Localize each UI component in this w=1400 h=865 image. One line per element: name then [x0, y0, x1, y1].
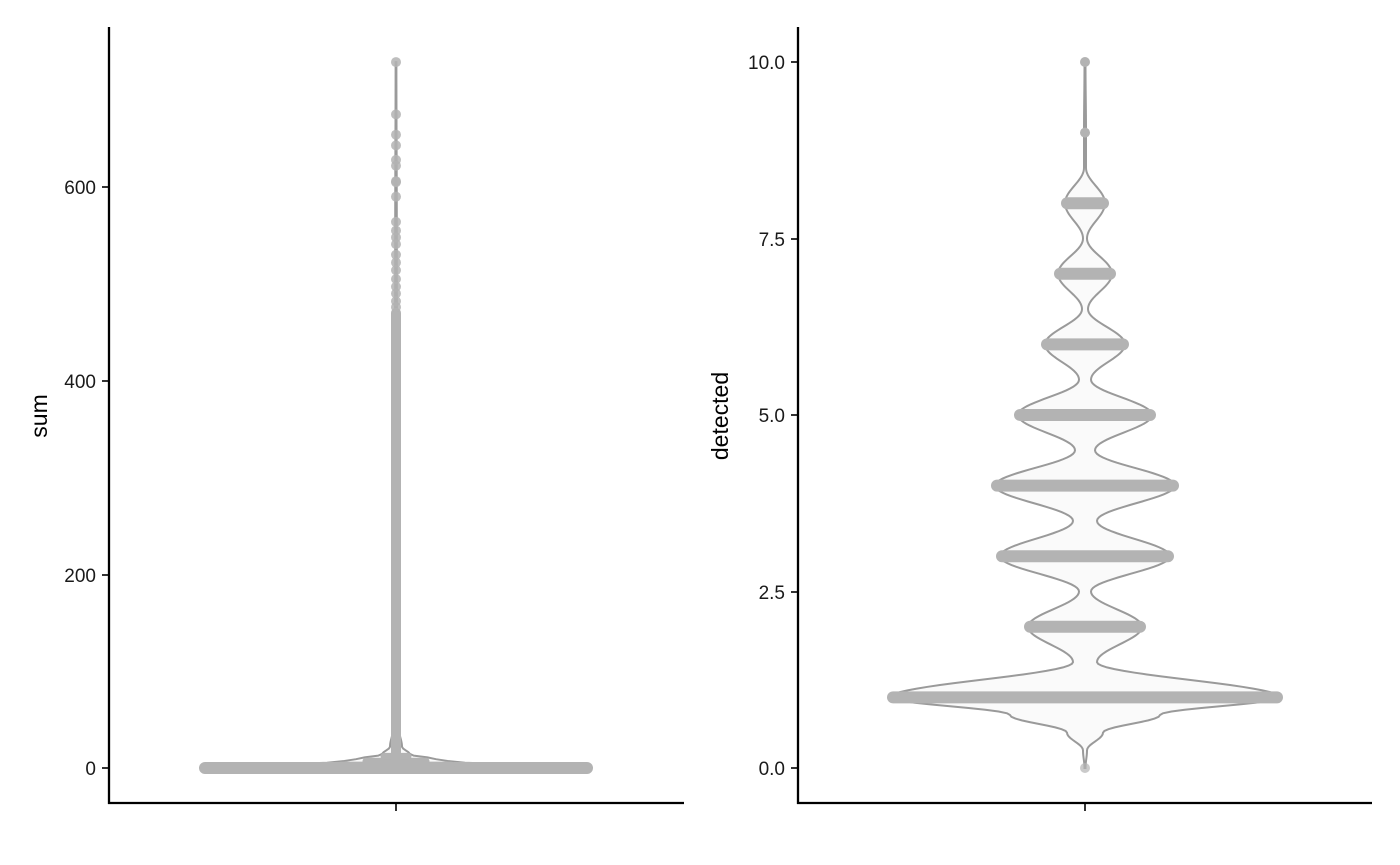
data-point	[391, 257, 401, 268]
y-axis-title-sum: sum	[26, 394, 52, 437]
data-point	[391, 109, 401, 120]
data-point	[391, 140, 401, 151]
y-tick-label: 2.5	[759, 583, 785, 604]
y-tick-label: 600	[64, 178, 96, 199]
y-tick-label: 0	[85, 759, 96, 780]
panel-detected: detected 0.0 2.5 5.0 7.5 10.0	[707, 27, 1372, 811]
data-point	[391, 216, 401, 227]
data-point	[391, 249, 401, 260]
y-tick-label: 5.0	[759, 406, 785, 427]
y-tick-marks-sum	[102, 186, 109, 769]
data-point	[391, 177, 401, 188]
y-tick-label: 200	[64, 566, 96, 587]
y-tick-labels-detected: 0.0 2.5 5.0 7.5 10.0	[748, 53, 785, 780]
y-tick-label: 10.0	[748, 53, 785, 74]
data-point	[391, 265, 401, 276]
points-sum	[199, 57, 593, 774]
data-point	[391, 273, 401, 284]
y-tick-label: 0.0	[759, 759, 785, 780]
y-axis-title-detected: detected	[707, 372, 733, 460]
data-point	[1080, 763, 1090, 773]
data-point	[391, 129, 401, 140]
y-tick-marks-detected	[791, 61, 798, 769]
y-tick-label: 400	[64, 372, 96, 393]
points-detected	[887, 57, 1283, 773]
data-point	[391, 191, 401, 202]
data-point	[391, 239, 401, 250]
y-tick-label: 7.5	[759, 230, 785, 251]
data-point	[391, 160, 401, 171]
data-point	[1080, 127, 1090, 138]
data-point	[1080, 57, 1090, 67]
data-point	[391, 288, 401, 299]
data-point	[391, 302, 401, 313]
y-tick-labels-sum: 0 200 400 600	[64, 178, 96, 780]
data-point	[391, 57, 401, 68]
panel-sum: sum 0 200 400 600	[26, 27, 684, 811]
